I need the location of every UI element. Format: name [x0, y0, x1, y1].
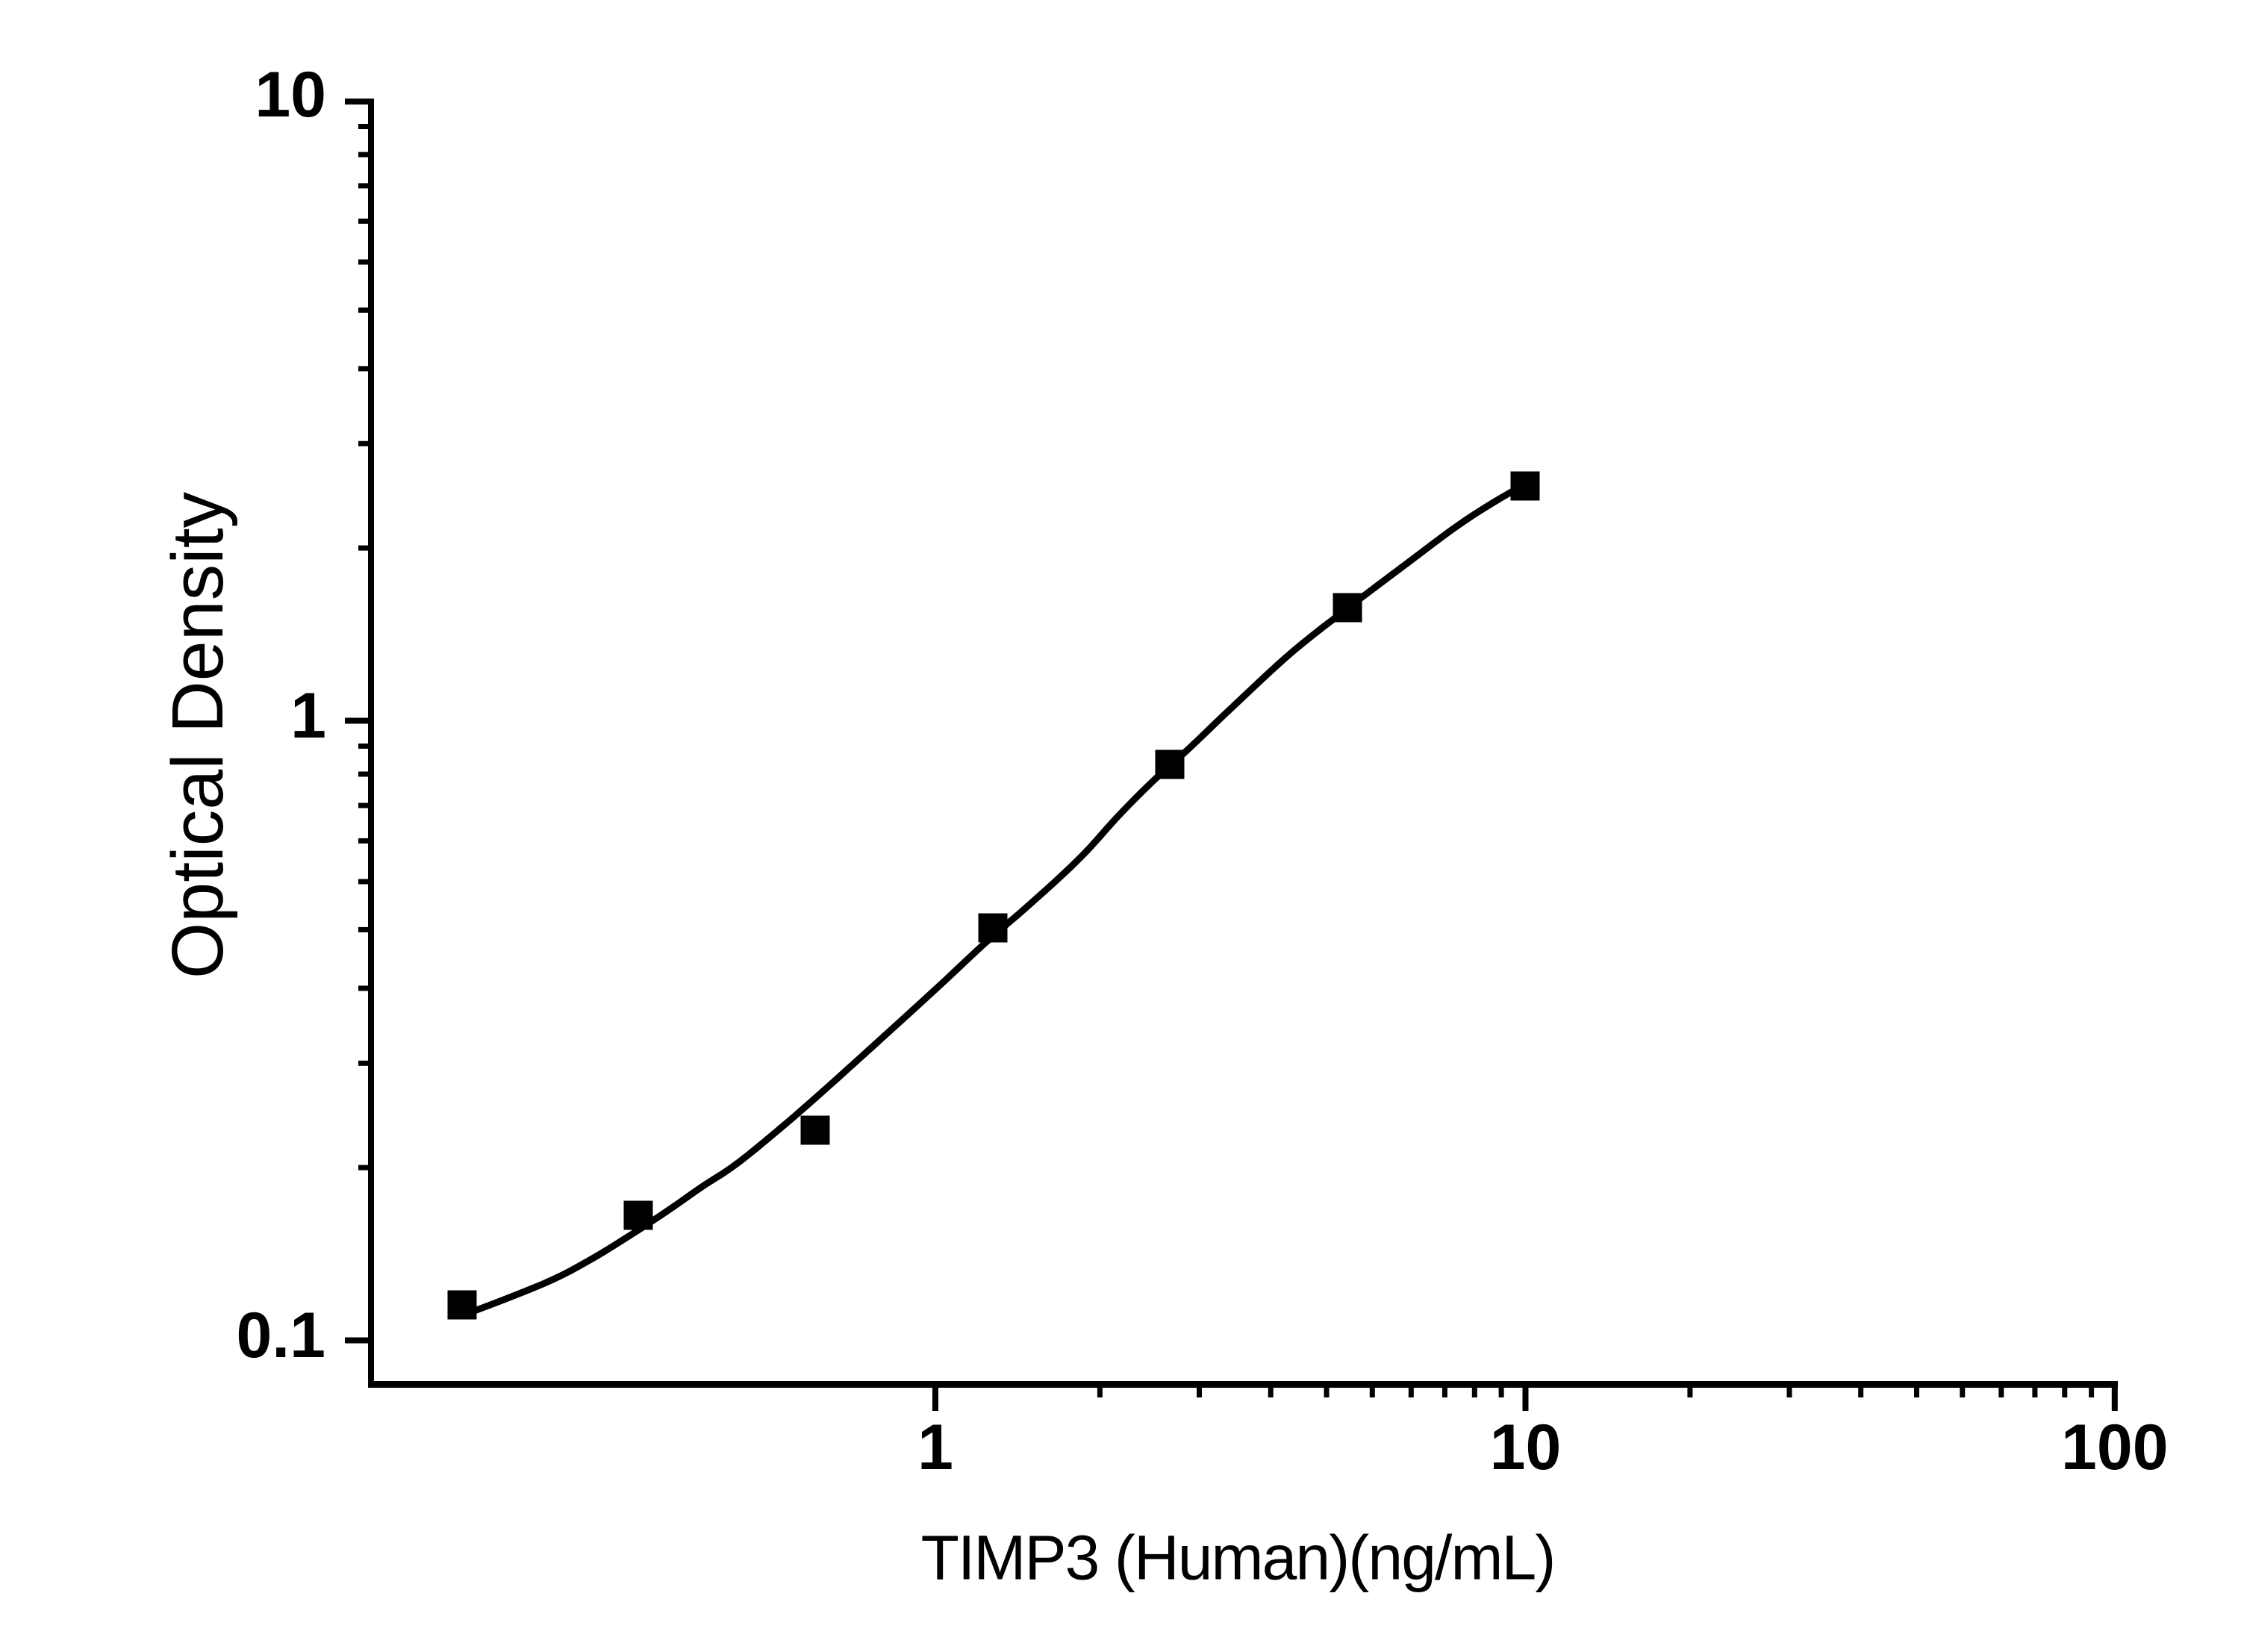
svg-text:Optical Density: Optical Density	[157, 491, 238, 979]
svg-text:10: 10	[255, 59, 326, 131]
svg-text:1: 1	[917, 1412, 953, 1483]
svg-text:1: 1	[290, 680, 326, 752]
svg-text:100: 100	[2061, 1412, 2169, 1483]
svg-text:0.1: 0.1	[236, 1300, 325, 1371]
svg-text:10: 10	[1490, 1412, 1562, 1483]
svg-text:TIMP3 (Human)(ng/mL): TIMP3 (Human)(ng/mL)	[921, 1523, 1555, 1593]
